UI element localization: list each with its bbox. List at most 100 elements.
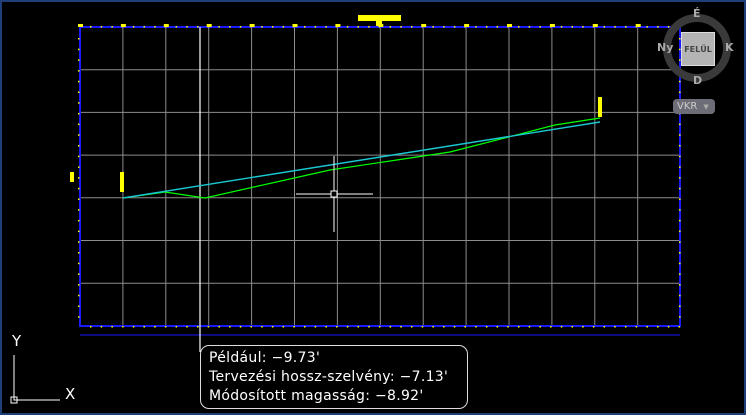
tick-top: [625, 26, 627, 28]
tick-right: [679, 241, 681, 243]
tick-bottom: [325, 326, 327, 328]
tick-left: [78, 284, 80, 286]
tick-top: [443, 26, 445, 28]
tick-bottom: [100, 326, 103, 328]
tick-bottom: [646, 326, 648, 328]
tick-bottom: [389, 326, 392, 328]
tick-bottom: [400, 326, 402, 328]
ucs-icon: [10, 355, 60, 404]
tick-top: [453, 26, 456, 28]
tick-right: [679, 198, 681, 200]
tick-bottom: [304, 326, 306, 328]
tick-left: [78, 305, 80, 307]
tick-top: [314, 26, 317, 28]
viewcube-compass-ring[interactable]: [663, 14, 731, 82]
tick-bottom: [197, 326, 199, 328]
tick-right: [679, 166, 681, 168]
tick-bottom: [464, 326, 466, 328]
tick-top: [657, 26, 659, 28]
coordinate-system-menu[interactable]: VKR ▼: [673, 99, 715, 114]
tick-bottom: [507, 326, 509, 328]
tick-bottom: [635, 326, 638, 328]
tick-left: [78, 38, 80, 40]
tick-top: [239, 26, 242, 28]
compass-north[interactable]: É: [693, 7, 701, 20]
viewcube-top-face[interactable]: FELŰL: [681, 32, 715, 66]
tick-top: [229, 26, 231, 28]
tooltip-line-design-station: Tervezési hossz-szelvény: −7.13': [209, 369, 449, 385]
tick-top: [539, 26, 541, 28]
profile-title-marker: [376, 21, 382, 26]
tick-bottom: [282, 326, 285, 328]
tick-top: [614, 26, 616, 28]
tick-bottom: [582, 326, 584, 328]
tick-top: [90, 26, 92, 28]
station-label-start: [120, 172, 124, 192]
station-tick-label: [549, 24, 555, 27]
tick-left: [78, 241, 80, 243]
design-profile[interactable]: [122, 121, 601, 199]
tick-left: [78, 294, 80, 297]
tick-bottom: [571, 326, 573, 328]
tick-bottom: [250, 326, 252, 328]
tick-left: [78, 316, 80, 318]
tick-bottom: [539, 326, 541, 328]
tick-left: [78, 230, 80, 233]
tick-bottom: [485, 326, 488, 328]
tick-left: [78, 262, 80, 265]
tick-right: [679, 252, 681, 254]
tick-bottom: [518, 326, 520, 328]
tick-top: [304, 26, 306, 28]
tick-left: [78, 134, 80, 136]
tick-right: [679, 273, 681, 275]
tick-right: [679, 155, 681, 158]
tick-top: [197, 26, 199, 28]
tick-bottom: [667, 326, 670, 328]
tick-right: [679, 145, 681, 147]
station-tick-label: [78, 24, 83, 27]
tick-top: [271, 26, 274, 28]
profile-grid: [80, 27, 680, 326]
tick-left: [78, 219, 80, 222]
tick-top: [389, 26, 392, 28]
tick-top: [111, 26, 113, 28]
tick-bottom: [614, 326, 616, 328]
tick-right: [679, 219, 681, 222]
tick-top: [100, 26, 103, 28]
tick-bottom: [111, 326, 113, 328]
station-tick-label: [292, 24, 298, 27]
axis-ticks: [78, 24, 681, 328]
compass-west[interactable]: Ny: [657, 41, 674, 54]
tick-left: [78, 91, 80, 93]
tick-bottom: [443, 326, 445, 328]
triangle-down-icon: ▼: [703, 102, 709, 111]
station-tick-label: [335, 24, 341, 27]
tick-bottom: [528, 326, 531, 328]
tick-top: [143, 26, 145, 28]
tick-top: [411, 26, 413, 28]
compass-south[interactable]: D: [693, 74, 703, 87]
tick-top: [346, 26, 349, 28]
tick-left: [78, 102, 80, 104]
tick-top: [368, 26, 370, 28]
tick-bottom: [143, 326, 145, 328]
tick-right: [679, 262, 681, 265]
tick-top: [560, 26, 563, 28]
tick-left: [78, 166, 80, 168]
tick-left: [78, 209, 80, 211]
tick-bottom: [336, 326, 338, 328]
tick-top: [646, 26, 648, 28]
tick-left: [78, 145, 80, 147]
tick-bottom: [357, 326, 359, 328]
tick-top: [154, 26, 156, 28]
tick-bottom: [346, 326, 349, 328]
tick-right: [679, 187, 681, 190]
tick-top: [432, 26, 434, 28]
tick-left: [78, 70, 80, 72]
tick-bottom: [368, 326, 370, 328]
tooltip-line-sample: Például: −9.73': [209, 350, 321, 366]
compass-east[interactable]: K: [725, 41, 734, 54]
tick-top: [218, 26, 220, 28]
tick-bottom: [378, 326, 381, 328]
